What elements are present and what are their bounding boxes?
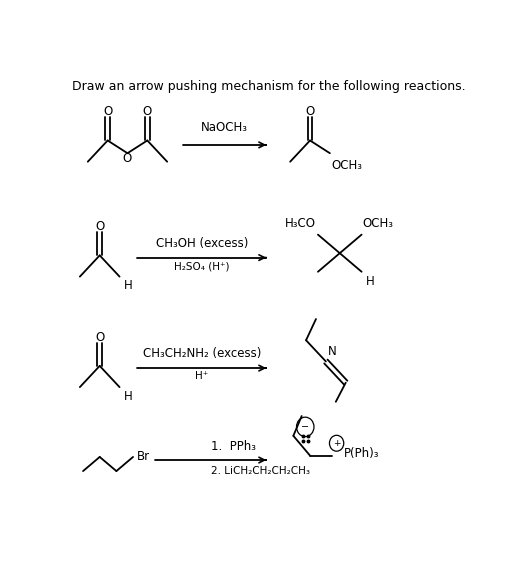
Text: 1.  PPh₃: 1. PPh₃ [211, 440, 256, 453]
Text: H₃CO: H₃CO [285, 217, 316, 230]
Text: CH₃CH₂NH₂ (excess): CH₃CH₂NH₂ (excess) [142, 347, 261, 360]
Text: N: N [328, 345, 337, 358]
Text: NaOCH₃: NaOCH₃ [201, 121, 248, 134]
Text: 2. LiCH₂CH₂CH₂CH₃: 2. LiCH₂CH₂CH₂CH₃ [211, 466, 310, 476]
Text: OCH₃: OCH₃ [363, 217, 394, 230]
Text: H: H [123, 390, 132, 403]
Text: P(Ph)₃: P(Ph)₃ [344, 447, 379, 460]
Text: OCH₃: OCH₃ [332, 158, 363, 172]
Text: O: O [95, 220, 104, 233]
Text: O: O [123, 153, 132, 165]
Text: H: H [123, 280, 132, 292]
Text: Br: Br [137, 451, 150, 463]
Text: O: O [305, 106, 315, 118]
Text: H₂SO₄ (H⁺): H₂SO₄ (H⁺) [174, 261, 229, 271]
Text: −: − [301, 422, 309, 432]
Text: O: O [103, 106, 112, 118]
Text: +: + [333, 439, 340, 448]
Text: H⁺: H⁺ [195, 371, 208, 382]
Text: Draw an arrow pushing mechanism for the following reactions.: Draw an arrow pushing mechanism for the … [72, 80, 465, 93]
Text: O: O [95, 331, 104, 344]
Text: H: H [366, 276, 374, 288]
Text: O: O [143, 106, 152, 118]
Text: CH₃OH (excess): CH₃OH (excess) [156, 236, 248, 250]
